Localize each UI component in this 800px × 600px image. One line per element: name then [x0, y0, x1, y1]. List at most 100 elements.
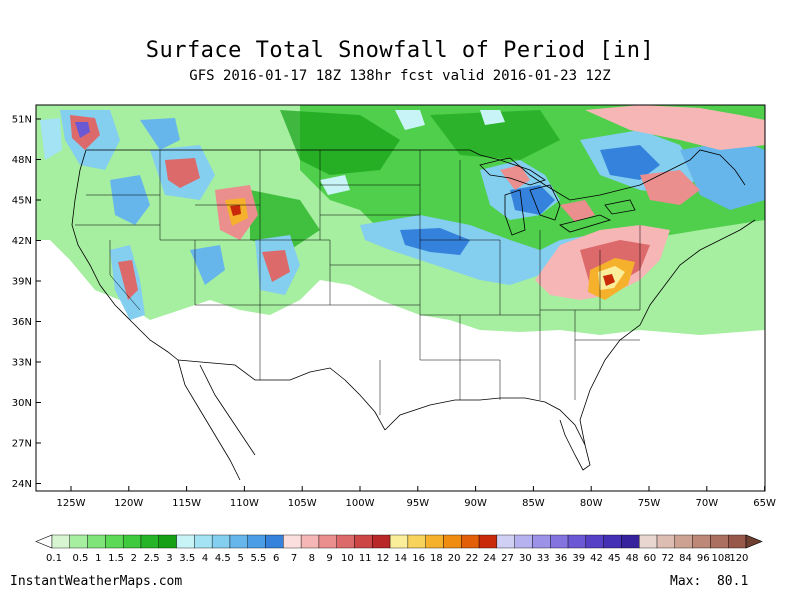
- legend-label: 5: [237, 553, 243, 564]
- map-boundaries: [71, 149, 756, 481]
- max-number: 80.1: [716, 574, 749, 589]
- legend-label: 1: [95, 553, 101, 564]
- legend-swatch: [621, 534, 640, 549]
- legend-label: 3: [166, 553, 172, 564]
- legend-swatch: [585, 534, 604, 549]
- legend-swatch: [674, 534, 693, 549]
- legend-swatch: [300, 534, 320, 549]
- legend-swatch: [158, 534, 177, 549]
- lon-label: 75W: [638, 498, 661, 509]
- legend-swatch: [194, 534, 213, 549]
- legend-label: 4.5: [215, 553, 231, 564]
- legend-swatch: [550, 534, 569, 549]
- legend-label: 0.1: [46, 553, 62, 564]
- state-boundaries: [75, 150, 641, 415]
- legend-label: 8: [309, 553, 315, 564]
- legend-label: 11: [359, 553, 372, 564]
- lat-label: 24N: [12, 479, 32, 490]
- legend-label: 6: [273, 553, 279, 564]
- lat-label: 48N: [12, 155, 32, 166]
- color-legend-labels: 0.1 0.5 1 1.5 2 2.5 3 3.5 4 4.5 5 5.5 6 7 8 9 10 11 12 14 16…: [46, 553, 748, 564]
- legend-swatch: [122, 534, 142, 549]
- legend-swatch: [692, 534, 711, 549]
- map-title: Surface Total Snowfall of Period [in]: [145, 38, 655, 63]
- legend-label: 60: [644, 553, 657, 564]
- legend-swatch: [514, 534, 533, 549]
- lat-label: 30N: [12, 398, 32, 409]
- legend-label: 12: [377, 553, 390, 564]
- lon-label: 90W: [464, 498, 487, 509]
- legend-swatch: [229, 534, 248, 549]
- legend-swatch: [140, 534, 159, 549]
- max-value: Max: 80.1: [670, 574, 748, 589]
- legend-swatch: [69, 534, 88, 549]
- color-legend: [35, 534, 763, 549]
- legend-swatch: [336, 534, 355, 549]
- legend-label: 0.5: [73, 553, 89, 564]
- legend-swatch: [656, 534, 676, 549]
- legend-label: 24: [483, 553, 496, 564]
- legend-label: 1.5: [108, 553, 124, 564]
- site-credit: InstantWeatherMaps.com: [10, 574, 183, 589]
- legend-label: 45: [608, 553, 621, 564]
- lat-label: 33N: [12, 358, 32, 369]
- lon-label: 80W: [580, 498, 603, 509]
- lon-label: 65W: [753, 498, 776, 509]
- plot-frame: [35, 104, 766, 492]
- legend-swatch: [51, 534, 70, 549]
- legend-label: 120: [729, 553, 748, 564]
- legend-label: 30: [519, 553, 532, 564]
- legend-label: 72: [661, 553, 674, 564]
- legend-label: 16: [412, 553, 425, 564]
- legend-label: 39: [572, 553, 585, 564]
- legend-swatch: [425, 534, 444, 549]
- legend-label: 36: [555, 553, 568, 564]
- legend-swatch: [532, 534, 551, 549]
- legend-label: 33: [537, 553, 550, 564]
- snowfall-fill: [36, 105, 765, 335]
- legend-swatch: [407, 534, 426, 549]
- legend-swatch: [710, 534, 729, 549]
- legend-swatch: [265, 534, 284, 549]
- lat-label: 36N: [12, 317, 32, 328]
- legend-label: 10: [341, 553, 354, 564]
- legend-swatch: [318, 534, 337, 549]
- legend-label: 20: [448, 553, 461, 564]
- map-subtitle: GFS 2016-01-17 18Z 138hr fcst valid 2016…: [189, 68, 611, 84]
- legend-swatch: [247, 534, 266, 549]
- latitude-axis: 51N 48N 45N 42N 39N 36N 33N 30N 27N 24N: [12, 115, 41, 490]
- legend-swatch: [372, 534, 391, 549]
- max-label: Max:: [670, 574, 702, 589]
- legend-label: 48: [626, 553, 639, 564]
- lat-label: 51N: [12, 115, 32, 126]
- legend-swatch: [87, 534, 106, 549]
- legend-label: 4: [202, 553, 208, 564]
- legend-swatch: [728, 534, 747, 549]
- legend-swatch: [389, 534, 409, 549]
- legend-label: 42: [590, 553, 603, 564]
- lon-label: 125W: [57, 498, 86, 509]
- legend-label: 96: [697, 553, 710, 564]
- lon-label: 120W: [114, 498, 143, 509]
- lon-label: 85W: [522, 498, 545, 509]
- lon-label: 110W: [230, 498, 259, 509]
- legend-label: 22: [466, 553, 479, 564]
- legend-swatch: [461, 534, 480, 549]
- legend-swatch: [496, 534, 515, 549]
- legend-lower-arrow: [35, 534, 53, 549]
- legend-swatch: [105, 534, 124, 549]
- legend-label: 7: [291, 553, 297, 564]
- legend-label: 84: [679, 553, 692, 564]
- lat-label: 42N: [12, 236, 32, 247]
- lon-label: 95W: [406, 498, 429, 509]
- lat-label: 27N: [12, 439, 32, 450]
- lon-label: 70W: [695, 498, 718, 509]
- legend-swatch: [176, 534, 195, 549]
- legend-label: 5.5: [250, 553, 266, 564]
- legend-swatch: [211, 534, 231, 549]
- legend-label: 27: [501, 553, 514, 564]
- legend-swatch: [354, 534, 373, 549]
- legend-swatch: [478, 534, 498, 549]
- lat-label: 45N: [12, 196, 32, 207]
- legend-label: 2: [131, 553, 137, 564]
